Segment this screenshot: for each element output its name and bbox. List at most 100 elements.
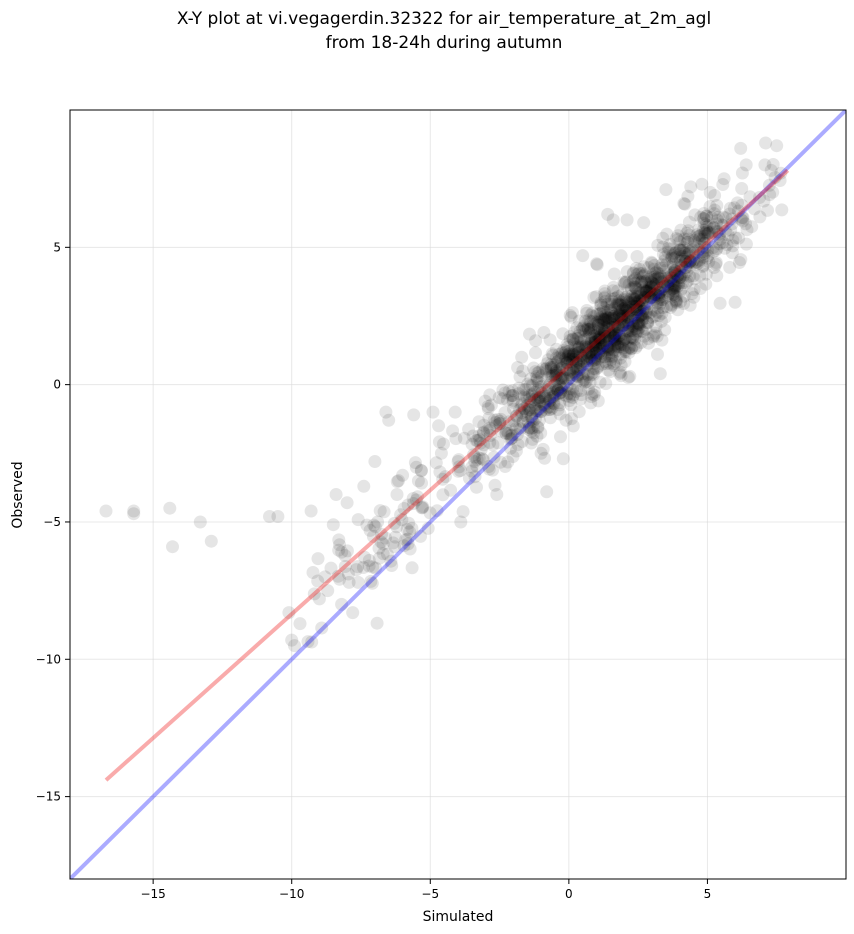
data-point <box>635 275 649 289</box>
data-point <box>657 275 671 288</box>
data-point <box>614 347 627 361</box>
data-point <box>522 421 536 435</box>
data-point <box>624 292 638 306</box>
data-point <box>582 346 596 360</box>
data-point <box>592 322 606 336</box>
data-point <box>562 349 576 363</box>
data-point <box>621 371 635 384</box>
data-point <box>569 384 583 398</box>
data-point <box>301 635 315 649</box>
data-point <box>696 250 710 264</box>
data-point <box>505 428 519 442</box>
data-point <box>282 606 296 620</box>
data-point <box>633 317 647 331</box>
data-point <box>570 353 584 367</box>
data-point <box>619 345 633 359</box>
data-point <box>552 371 566 385</box>
data-point <box>632 266 646 280</box>
data-point <box>587 338 601 351</box>
data-point <box>614 369 628 383</box>
data-point <box>617 293 631 307</box>
data-point <box>486 463 500 477</box>
data-point <box>679 246 693 260</box>
axis-ticks: −15 −10 −5 0 5 −15 −10 −5 0 5 <box>36 240 712 901</box>
data-point <box>660 271 674 285</box>
data-point <box>551 383 565 397</box>
data-point <box>670 269 684 283</box>
data-point <box>612 294 626 308</box>
data-point <box>589 343 603 357</box>
data-point <box>516 364 530 378</box>
data-point <box>488 416 502 429</box>
y-axis-label: Observed <box>10 461 26 528</box>
data-point <box>677 197 691 210</box>
data-point <box>506 450 520 463</box>
reference-lines <box>70 110 846 879</box>
data-point <box>627 292 641 306</box>
data-point <box>574 348 588 362</box>
data-point <box>681 224 695 238</box>
data-point <box>629 271 642 285</box>
data-point <box>580 358 594 372</box>
data-point <box>593 375 607 389</box>
data-point <box>598 291 612 305</box>
data-point <box>616 319 629 333</box>
data-point <box>638 329 651 343</box>
data-point <box>649 319 663 333</box>
identity-line <box>70 110 846 879</box>
data-point <box>622 346 636 360</box>
data-point <box>669 232 683 245</box>
data-point <box>678 197 692 211</box>
data-point <box>584 346 598 360</box>
data-point <box>575 358 589 372</box>
data-point <box>351 560 365 574</box>
data-point <box>734 253 748 267</box>
data-point <box>397 502 411 515</box>
data-point <box>523 403 537 417</box>
data-point <box>675 282 689 296</box>
data-point <box>630 297 644 311</box>
data-point <box>467 448 481 462</box>
data-point <box>591 361 605 375</box>
data-point <box>627 338 641 352</box>
data-point <box>595 357 609 371</box>
data-point <box>628 313 642 327</box>
data-point <box>613 308 627 322</box>
data-point <box>506 384 520 398</box>
data-point <box>376 547 390 561</box>
data-point <box>402 516 416 530</box>
data-point <box>340 496 354 510</box>
data-point <box>605 349 619 363</box>
data-point <box>606 284 620 298</box>
data-point <box>660 257 674 271</box>
data-point <box>415 476 428 490</box>
data-point <box>640 315 654 329</box>
data-point <box>438 470 452 484</box>
data-point <box>529 346 542 360</box>
data-point <box>618 276 632 289</box>
x-tick-label: 0 <box>565 887 573 901</box>
data-point <box>547 390 561 404</box>
data-point <box>631 311 645 325</box>
data-point <box>598 329 611 343</box>
data-point <box>597 338 611 352</box>
data-point <box>623 330 637 344</box>
data-point <box>470 434 484 447</box>
data-point <box>588 329 601 343</box>
data-point <box>666 258 680 271</box>
data-point <box>655 293 669 307</box>
data-point <box>616 302 630 316</box>
data-point <box>654 270 668 284</box>
data-point <box>653 297 667 311</box>
data-point <box>582 326 596 340</box>
data-point <box>735 198 749 212</box>
data-point <box>607 292 621 306</box>
data-point <box>594 329 608 343</box>
data-point <box>553 363 566 377</box>
data-point <box>580 357 594 371</box>
data-point <box>483 388 497 402</box>
data-point <box>644 290 657 304</box>
data-point <box>607 311 621 325</box>
data-point <box>535 386 549 400</box>
data-point <box>651 347 664 361</box>
